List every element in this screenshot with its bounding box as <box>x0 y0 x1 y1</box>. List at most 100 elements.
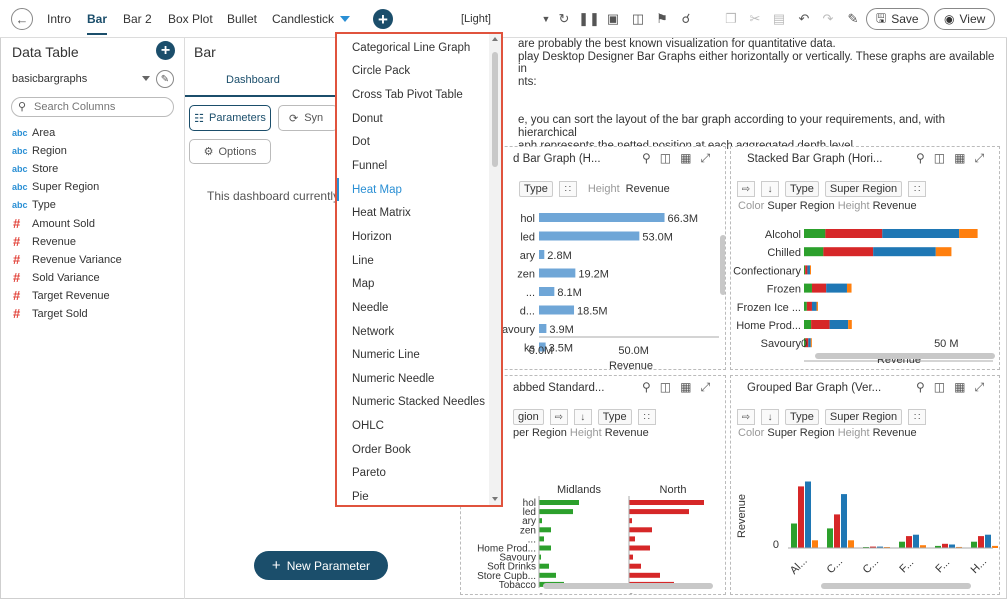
dropdown-item[interactable]: Line <box>352 254 374 267</box>
scrollbar[interactable] <box>815 353 995 359</box>
column-item[interactable]: # Target Revenue <box>12 287 122 305</box>
height-value[interactable]: Revenue <box>625 183 670 195</box>
height-value[interactable]: Revenue <box>872 427 917 439</box>
tab-bar-2[interactable]: Bar 2 <box>123 12 152 26</box>
undo-icon[interactable]: ↶ <box>798 11 810 26</box>
sort-down-icon[interactable]: ↓ <box>761 181 779 197</box>
dropdown-item[interactable]: Numeric Line <box>352 349 420 362</box>
search-icon[interactable]: ⚲ <box>642 380 651 394</box>
table-icon[interactable]: ▦ <box>954 151 966 165</box>
dropdown-item[interactable]: Donut <box>352 112 383 125</box>
save-button[interactable]: 🖫 Save <box>866 8 929 30</box>
column-item[interactable]: abc Super Region <box>12 178 122 196</box>
scatter-icon[interactable]: ∷ <box>637 409 656 425</box>
super-region-chip[interactable]: Super Region <box>824 409 903 425</box>
parameters-button[interactable]: ☷ Parameters <box>189 105 271 131</box>
column-item[interactable]: abc Region <box>12 142 122 160</box>
export-icon[interactable]: ◫ <box>659 151 672 165</box>
new-parameter-button[interactable]: + New Parameter <box>254 551 388 580</box>
export-icon[interactable]: ◫ <box>933 380 946 394</box>
column-item[interactable]: # Amount Sold <box>12 214 122 232</box>
view-button[interactable]: ◉ View <box>934 8 996 30</box>
data-source-select[interactable]: basicbargraphs <box>12 73 88 85</box>
scrollbar[interactable] <box>821 583 971 589</box>
bookmark-icon[interactable]: ⚑ <box>656 11 668 26</box>
theme-label[interactable]: [Light] <box>461 13 491 25</box>
dropdown-item[interactable]: Pareto <box>352 467 386 480</box>
sync-button[interactable]: ⟳ Syn <box>278 105 338 131</box>
chevron-down-icon[interactable]: ▼ <box>541 14 551 24</box>
add-dashboard-button[interactable]: + <box>373 9 393 29</box>
super-region-value[interactable]: per Region <box>513 427 567 439</box>
dropdown-item[interactable]: Heat Map <box>337 177 493 202</box>
cut-icon[interactable]: ✂ <box>749 11 761 26</box>
search-input[interactable] <box>34 100 164 114</box>
dropdown-item[interactable]: Network <box>352 325 395 338</box>
expand-icon[interactable]: ⤢ <box>700 151 711 165</box>
scrollbar[interactable] <box>720 235 725 295</box>
type-chip[interactable]: Type <box>519 181 553 197</box>
expand-icon[interactable]: ⤢ <box>974 151 985 165</box>
dropdown-item[interactable]: Circle Pack <box>352 65 411 78</box>
dropdown-item[interactable]: Heat Matrix <box>352 207 411 220</box>
column-item[interactable]: # Revenue Variance <box>12 251 122 269</box>
tab-dashboard[interactable]: Dashboard <box>226 74 280 86</box>
redo-icon[interactable]: ↷ <box>822 11 834 26</box>
tab-bullet[interactable]: Bullet <box>227 12 258 26</box>
type-chip[interactable]: Type <box>785 181 819 197</box>
snapshot-icon[interactable]: ▣ <box>606 11 620 26</box>
add-data-table-button[interactable]: + <box>156 41 175 60</box>
height-value[interactable]: Revenue <box>604 427 649 439</box>
pdf-icon[interactable]: ◫ <box>631 11 645 26</box>
dropdown-item[interactable]: Funnel <box>352 160 388 173</box>
sort-icon[interactable]: ⇨ <box>737 181 755 197</box>
dropdown-item[interactable]: Dot <box>352 136 370 149</box>
scatter-icon[interactable]: ∷ <box>558 181 577 197</box>
table-icon[interactable]: ▦ <box>680 151 692 165</box>
dropdown-item[interactable]: Categorical Line Graph <box>352 41 471 54</box>
scrollbar-thumb[interactable] <box>492 52 498 167</box>
grouped-bar-graph-widget[interactable]: Grouped Bar Graph (Ver... ⚲ ◫ ▦ ⤢ ⇨ ↓ Ty… <box>730 375 1000 595</box>
search-icon[interactable]: ⚲ <box>916 380 925 394</box>
height-value[interactable]: Revenue <box>872 200 917 212</box>
dropdown-item[interactable]: OHLC <box>352 420 384 433</box>
color-value[interactable]: Super Region <box>767 427 835 439</box>
dropdown-item[interactable]: Map <box>352 278 375 291</box>
dropdown-scrollbar[interactable] <box>489 34 501 505</box>
sort-down-icon[interactable]: ↓ <box>761 409 779 425</box>
column-item[interactable]: # Revenue <box>12 233 122 251</box>
stacked-bar-graph-widget[interactable]: Stacked Bar Graph (Hori... ⚲ ◫ ▦ ⤢ ⇨ ↓ T… <box>730 146 1000 370</box>
scroll-up-icon[interactable] <box>492 37 498 41</box>
export-icon[interactable]: ◫ <box>933 151 946 165</box>
scatter-icon[interactable]: ∷ <box>908 409 927 425</box>
type-chip[interactable]: Type <box>597 409 632 425</box>
super-region-chip[interactable]: Super Region <box>824 181 903 197</box>
options-button[interactable]: ⚙ Options <box>189 139 271 164</box>
region-chip[interactable]: gion <box>513 409 544 425</box>
tab-intro[interactable]: Intro <box>47 12 72 26</box>
export-icon[interactable]: ◫ <box>659 380 672 394</box>
sort-down-icon[interactable]: ↓ <box>573 409 592 425</box>
scrollbar[interactable] <box>543 583 713 589</box>
scatter-icon[interactable]: ∷ <box>908 181 927 197</box>
comment-icon[interactable]: ✎ <box>847 11 859 26</box>
search-icon[interactable]: ⚲ <box>642 151 651 165</box>
column-item[interactable]: abc Area <box>12 124 122 142</box>
visualization-type-dropdown[interactable]: Categorical Line Graph Circle Pack Cross T… <box>335 32 503 507</box>
pause-icon[interactable]: ❚❚ <box>578 11 600 26</box>
table-icon[interactable]: ▦ <box>954 380 966 394</box>
dropdown-item[interactable]: Needle <box>352 301 389 314</box>
tab-candlestick[interactable]: Candlestick <box>272 12 335 26</box>
scroll-down-icon[interactable] <box>492 497 498 501</box>
column-item[interactable]: abc Type <box>12 196 122 214</box>
refresh-icon[interactable]: ↻ <box>558 11 570 26</box>
dropdown-item[interactable]: Numeric Needle <box>352 372 435 385</box>
dropdown-item[interactable]: Numeric Stacked Needles <box>352 396 485 409</box>
bell-icon[interactable]: ☌ <box>681 11 691 26</box>
dropdown-item[interactable]: Cross Tab Pivot Table <box>352 89 463 102</box>
tabbed-standard-widget[interactable]: abbed Standard... ⚲ ◫ ▦ ⤢ gion ⇨ ↓ Type … <box>460 375 726 595</box>
dropdown-item[interactable]: Pie <box>352 490 369 503</box>
paste-icon[interactable]: ▤ <box>772 11 786 26</box>
dropdown-item[interactable]: Horizon <box>352 230 392 243</box>
copy-icon[interactable]: ❐ <box>725 11 737 26</box>
